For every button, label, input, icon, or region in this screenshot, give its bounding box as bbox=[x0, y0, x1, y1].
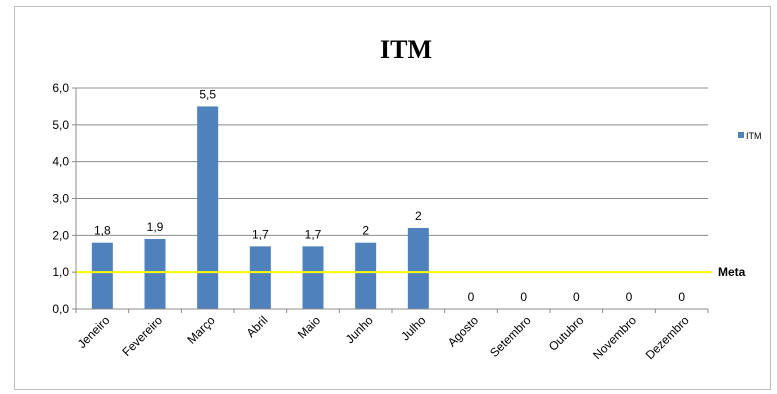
x-tick-label: Dezembro bbox=[643, 313, 692, 362]
x-tick-label: Julho bbox=[398, 313, 428, 343]
data-label: 1,7 bbox=[305, 227, 322, 241]
bar-abril bbox=[249, 246, 271, 309]
grid-lines bbox=[76, 87, 708, 273]
data-label: 5,5 bbox=[199, 87, 216, 101]
x-tick-label: Outubro bbox=[546, 313, 587, 354]
y-tick-label: 0,0 bbox=[52, 302, 69, 316]
x-tick-label: Março bbox=[184, 313, 218, 347]
y-tick-label: 4,0 bbox=[52, 155, 69, 169]
data-label: 1,7 bbox=[252, 227, 269, 241]
data-label: 1,9 bbox=[147, 220, 164, 234]
x-tick-label: Novembro bbox=[590, 313, 639, 362]
x-tick-label: Fevereiro bbox=[119, 313, 165, 359]
y-tick-label: 1,0 bbox=[52, 265, 69, 279]
bar-fevereiro bbox=[144, 239, 166, 309]
data-label: 0 bbox=[468, 290, 475, 304]
bar-março bbox=[197, 106, 219, 310]
y-tick-label: 3,0 bbox=[52, 192, 69, 206]
x-tick-label: Junho bbox=[343, 313, 376, 346]
chart-title: ITM bbox=[380, 35, 432, 64]
data-labels: 1,8 1,9 5,5 1,7 1,7 2 2 0 0 0 0 0 bbox=[94, 87, 685, 304]
bar-junho bbox=[355, 242, 377, 309]
data-label: 0 bbox=[626, 290, 633, 304]
legend: ITM bbox=[738, 131, 762, 141]
legend-swatch bbox=[738, 132, 744, 138]
data-label: 0 bbox=[678, 290, 685, 304]
meta-label: Meta bbox=[718, 265, 746, 279]
bar-julho bbox=[407, 227, 429, 309]
data-label: 2 bbox=[415, 209, 422, 223]
x-tick-label: Setembro bbox=[487, 313, 534, 360]
data-label: 0 bbox=[573, 290, 580, 304]
data-label: 2 bbox=[362, 224, 369, 238]
data-label: 1,8 bbox=[94, 224, 111, 238]
x-tick-label: Abril bbox=[244, 313, 271, 340]
y-tick-label: 5,0 bbox=[52, 118, 69, 132]
meta-line-group: Meta bbox=[76, 265, 746, 279]
data-label: 0 bbox=[520, 290, 527, 304]
x-tick-label: Maio bbox=[295, 313, 324, 342]
legend-label: ITM bbox=[746, 131, 762, 141]
x-tick-label: Agosto bbox=[445, 313, 482, 350]
bar-maio bbox=[302, 246, 324, 309]
x-tick-label: Jeneiro bbox=[75, 313, 113, 351]
bars bbox=[91, 106, 429, 310]
y-tick-label: 2,0 bbox=[52, 228, 69, 242]
bar-jeneiro bbox=[91, 242, 113, 309]
y-tick-label: 6,0 bbox=[52, 81, 69, 95]
